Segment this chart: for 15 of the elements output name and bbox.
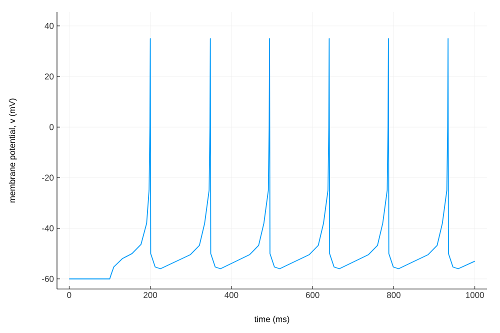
x-tick-label: 1000 xyxy=(466,292,484,298)
line-series xyxy=(68,38,476,280)
x-tick-label: 0 xyxy=(67,292,72,298)
y-axis-title: membrane potential, v (mV) xyxy=(8,98,17,202)
x-tick-label: 400 xyxy=(224,292,238,298)
x-tick-label: 200 xyxy=(144,292,158,298)
x-axis-title: time (ms) xyxy=(254,316,290,324)
y-tick-label: 20 xyxy=(44,73,54,80)
y-tick-label: 40 xyxy=(44,22,54,29)
y-tick-label: 0 xyxy=(50,124,54,130)
y-tick-label: -20 xyxy=(42,174,54,181)
x-tick-label: 600 xyxy=(306,292,320,298)
y-tick-label: -60 xyxy=(42,276,54,282)
x-tick-label: 800 xyxy=(386,292,400,298)
y-tick-label: -40 xyxy=(42,225,54,232)
